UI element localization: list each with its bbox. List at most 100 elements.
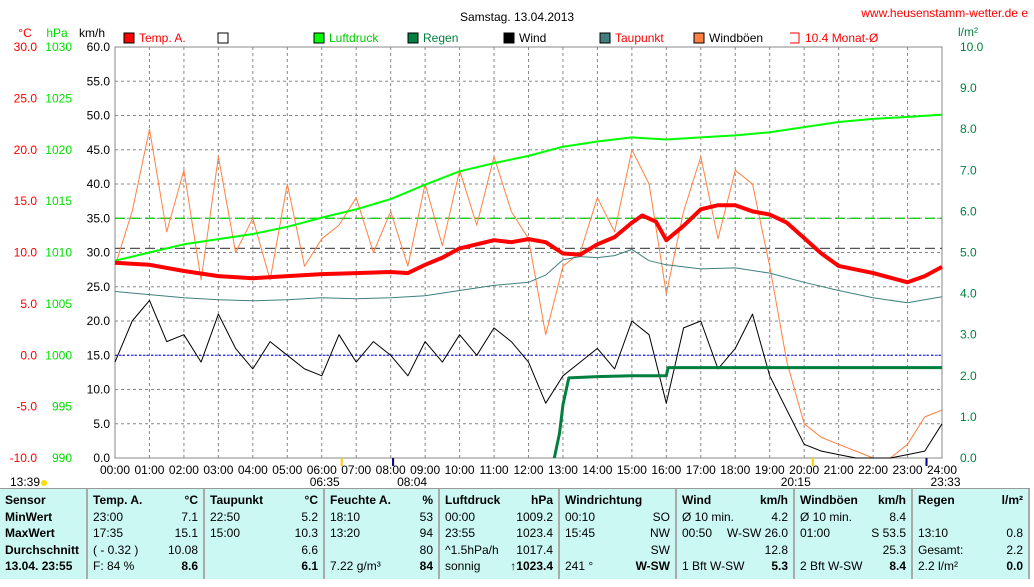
axis-unit-pressure: hPa bbox=[46, 26, 68, 40]
stats-cell: 15:00 bbox=[210, 526, 241, 540]
stats-cell: Wind bbox=[682, 493, 712, 507]
x-tick-label: 01:00 bbox=[134, 463, 164, 477]
stats-cell: 5.2 bbox=[301, 509, 318, 524]
y-tick-rain: 9.0 bbox=[960, 81, 977, 95]
x-tick-label: 20:00 bbox=[789, 463, 819, 477]
y-tick-temp: 0.0 bbox=[20, 348, 37, 362]
astro-label: 13:39 bbox=[10, 475, 40, 488]
stats-cell: 8.4 bbox=[889, 559, 906, 573]
stats-row: sonnig ↑1023.4 bbox=[445, 558, 553, 575]
stats-cell: 18:10 bbox=[330, 509, 361, 524]
astro-label: 06:35 bbox=[310, 475, 340, 488]
x-tick-label: 17:00 bbox=[686, 463, 716, 477]
stats-cell: 15:45 bbox=[565, 526, 596, 540]
stats-cell: SW bbox=[650, 542, 670, 557]
stats-cell: Sensor bbox=[5, 493, 46, 507]
stats-column: Windböen km/h Ø 10 min. 8.4 01:00 S 53.5 25.3 2… bbox=[795, 489, 913, 579]
stats-column: Taupunkt °C 22:50 5.2 15:00 10.3 6.6 6.1 bbox=[205, 489, 325, 579]
stats-row: 6.1 bbox=[210, 558, 318, 575]
stats-cell: 94 bbox=[419, 526, 433, 540]
stats-cell: hPa bbox=[530, 493, 553, 507]
legend-swatch bbox=[693, 32, 705, 44]
x-tick-label: 19:00 bbox=[755, 463, 785, 477]
stats-row: Gesamt: 2.2 bbox=[918, 542, 1023, 559]
stats-cell: 8.6 bbox=[181, 559, 198, 573]
legend-label: 10.4 Monat-Ø bbox=[805, 31, 878, 45]
y-tick-rain: 3.0 bbox=[960, 328, 977, 342]
stats-cell: % bbox=[422, 493, 433, 507]
stats-row: 12.8 bbox=[682, 542, 788, 559]
stats-cell: 8.4 bbox=[889, 509, 906, 524]
stats-cell: 15.1 bbox=[174, 526, 198, 540]
x-tick-label: 10:00 bbox=[445, 463, 475, 477]
stats-cell: 13:10 bbox=[918, 526, 949, 540]
stats-cell: NW bbox=[650, 526, 670, 540]
x-tick-label: 04:00 bbox=[238, 463, 268, 477]
stats-cell: Durchschnitt bbox=[5, 542, 80, 557]
stats-cell: W-SW bbox=[635, 559, 670, 573]
stats-row: Luftdruck hPa bbox=[445, 492, 553, 509]
y-tick-rain: 8.0 bbox=[960, 122, 977, 136]
stats-cell: 6.6 bbox=[301, 542, 318, 557]
stats-row: 01:00 S 53.5 bbox=[800, 525, 906, 542]
y-tick-temp: -10.0 bbox=[10, 451, 38, 465]
stats-row: Taupunkt °C bbox=[210, 492, 318, 509]
stats-cell: ( - 0.32 ) bbox=[93, 542, 139, 557]
website-label: www.heusenstamm-wetter.de e bbox=[860, 6, 1028, 20]
stats-cell: Taupunkt bbox=[210, 493, 264, 507]
legend-swatch bbox=[217, 32, 229, 44]
stats-cell: 23:00 bbox=[93, 509, 124, 524]
stats-column: Feuchte A.% 18:10 53 13:20 94 80 7.22 g/m³ 84 bbox=[325, 489, 440, 579]
stats-cell: 2.2 l/m² bbox=[918, 559, 959, 573]
stats-cell: 1009.2 bbox=[516, 509, 553, 524]
x-tick-label: 09:00 bbox=[410, 463, 440, 477]
astro-label: 08:04 bbox=[397, 475, 427, 488]
y-tick-rain: 6.0 bbox=[960, 204, 977, 218]
stats-row: Ø 10 min. 8.4 bbox=[800, 509, 906, 526]
astro-label: 20:15 bbox=[781, 475, 811, 488]
stats-cell: °C bbox=[184, 493, 198, 507]
stats-cell: l/m² bbox=[1001, 493, 1023, 507]
stats-cell: Regen bbox=[918, 493, 955, 507]
stats-cell: 00:50 bbox=[682, 526, 713, 540]
stats-cell: °C bbox=[304, 493, 318, 507]
stats-cell: SO bbox=[652, 509, 670, 524]
stats-cell: 2.2 bbox=[1006, 542, 1023, 557]
stats-column: Wind km/h Ø 10 min. 4.2 00:50 W-SW 26.0 12.8 1 … bbox=[677, 489, 795, 579]
stats-cell: 17:35 bbox=[93, 526, 124, 540]
stats-cell: S 53.5 bbox=[871, 526, 906, 540]
legend-label: Regen bbox=[423, 31, 458, 45]
stats-row: Regen l/m² bbox=[918, 492, 1023, 509]
stats-cell: Ø 10 min. bbox=[682, 509, 735, 524]
stats-cell: 84 bbox=[419, 559, 433, 573]
y-tick-pressure: 1010 bbox=[45, 246, 72, 260]
y-tick-temp: 30.0 bbox=[14, 40, 38, 54]
legend-label: Temp. A. bbox=[139, 31, 186, 45]
stats-cell: MaxWert bbox=[5, 526, 55, 540]
stats-row: 15:45 NW bbox=[565, 525, 670, 542]
stats-row: 23:55 1023.4 bbox=[445, 525, 553, 542]
y-tick-wind: 45.0 bbox=[87, 143, 111, 157]
y-tick-wind: 30.0 bbox=[87, 246, 111, 260]
series-line-taupunkt bbox=[114, 248, 943, 304]
stats-column: Temp. A. °C 23:00 7.1 17:35 15.1 ( - 0.32 ) 10.… bbox=[88, 489, 205, 579]
legend-label: Taupunkt bbox=[615, 31, 664, 45]
stats-table: Sensor MinWert MaxWert Durchschnitt 13.04. 2… bbox=[0, 488, 1030, 579]
stats-row: Windrichtung bbox=[565, 492, 670, 509]
stats-row: 80 bbox=[330, 542, 433, 559]
y-tick-rain: 1.0 bbox=[960, 410, 977, 424]
weather-chart: Samstag. 13.04.2013 www.heusenstamm-wette… bbox=[10, 6, 1029, 488]
x-tick-label: 11:00 bbox=[479, 463, 508, 477]
stats-cell: Ø 10 min. bbox=[800, 509, 853, 524]
stats-cell: sonnig bbox=[445, 559, 481, 573]
legend-swatch bbox=[313, 32, 325, 44]
y-tick-rain: 2.0 bbox=[960, 369, 977, 383]
stats-row: 6.6 bbox=[210, 542, 318, 559]
stats-row: 25.3 bbox=[800, 542, 906, 559]
stats-row: ( - 0.32 ) 10.08 bbox=[93, 542, 198, 559]
stats-cell: F: 84 % bbox=[93, 559, 135, 573]
x-tick-label: 13:00 bbox=[548, 463, 578, 477]
stats-row: 18:10 53 bbox=[330, 509, 433, 526]
stats-cell: 0.0 bbox=[1006, 559, 1023, 573]
stats-row: SW bbox=[565, 542, 670, 559]
